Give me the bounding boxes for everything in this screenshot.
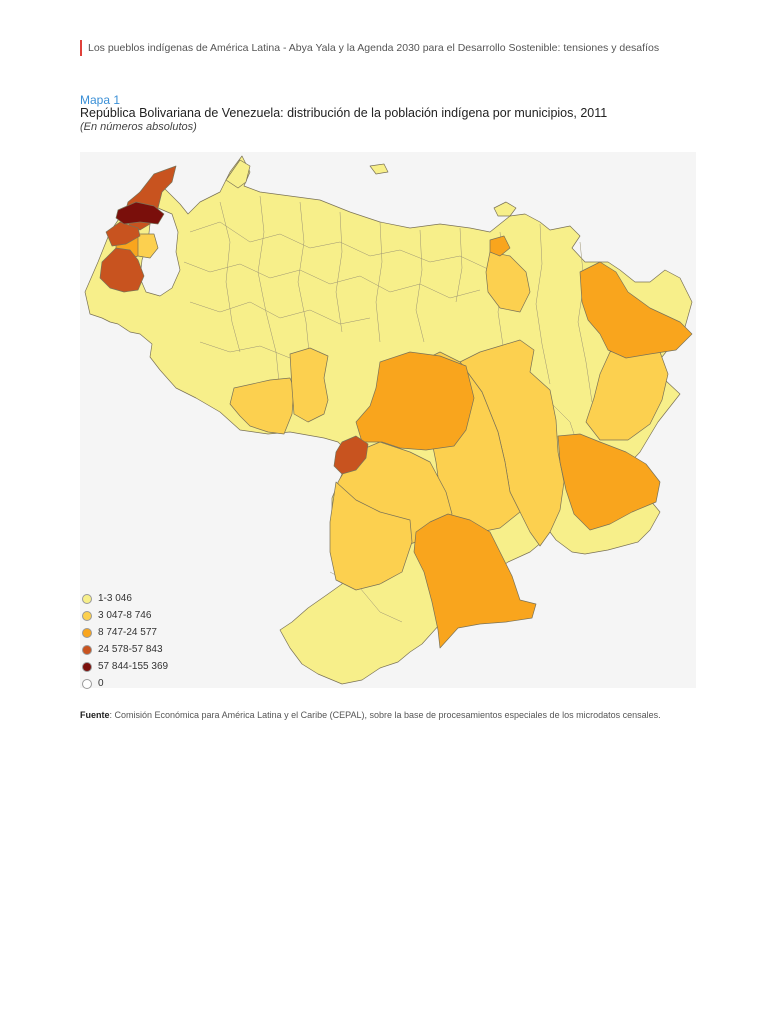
running-header: Los pueblos indígenas de América Latina …: [80, 40, 659, 56]
map-label: Mapa 1: [80, 93, 121, 107]
legend-label: 0: [98, 678, 104, 689]
region-class3-bolivar-east: [557, 433, 661, 531]
legend-item: 3 047-8 746: [82, 607, 168, 624]
legend-item: 57 844-155 369: [82, 658, 168, 675]
region-class2-a: [229, 377, 295, 435]
legend-swatch: [82, 627, 92, 638]
region-class4-zulia-west: [99, 247, 145, 293]
legend-item: 1-3 046: [82, 590, 168, 607]
region-class5-maracaibo: [115, 201, 165, 225]
legend-swatch: [82, 610, 92, 621]
region-class3-amazonas-south: [413, 513, 537, 649]
region-class3-amazonas-north: [355, 351, 475, 451]
region-class4-zulia-coast: [105, 221, 141, 247]
region-class3-monagas: [489, 235, 511, 257]
legend-item: 0: [82, 675, 168, 692]
map-title: República Bolivariana de Venezuela: dist…: [80, 106, 608, 120]
legend-swatch: [82, 661, 92, 672]
region-class2-g: [329, 481, 413, 591]
source-note: Fuente: Comisión Económica para América …: [80, 710, 661, 720]
venezuela-map: [84, 155, 693, 685]
municipal-boundaries: [183, 195, 601, 623]
legend-label: 3 047-8 746: [98, 610, 152, 621]
island-small: [369, 163, 389, 175]
legend-label: 1-3 046: [98, 593, 132, 604]
region-class2-b: [289, 347, 329, 423]
map-subtitle: (En números absolutos): [80, 121, 197, 133]
region-class4-apure: [333, 435, 369, 475]
map-panel: [80, 152, 696, 688]
legend-item: 24 578-57 843: [82, 641, 168, 658]
legend-label: 57 844-155 369: [98, 661, 169, 672]
legend-item: 8 747-24 577: [82, 624, 168, 641]
legend-swatch: [82, 678, 92, 689]
region-class3-zulia-b: [137, 233, 159, 259]
legend-label: 24 578-57 843: [98, 644, 163, 655]
legend-label: 8 747-24 577: [98, 627, 157, 638]
region-class2-h: [485, 251, 531, 313]
legend-swatch: [82, 593, 92, 604]
island-margarita: [493, 201, 517, 217]
legend-swatch: [82, 644, 92, 655]
source-text: : Comisión Económica para América Latina…: [109, 710, 661, 720]
map-legend: 1-3 046 3 047-8 746 8 747-24 577 24 578-57 …: [82, 590, 168, 692]
region-class3-delta: [579, 261, 693, 359]
island-paraguana: [225, 159, 251, 189]
source-label: Fuente: [80, 710, 110, 720]
